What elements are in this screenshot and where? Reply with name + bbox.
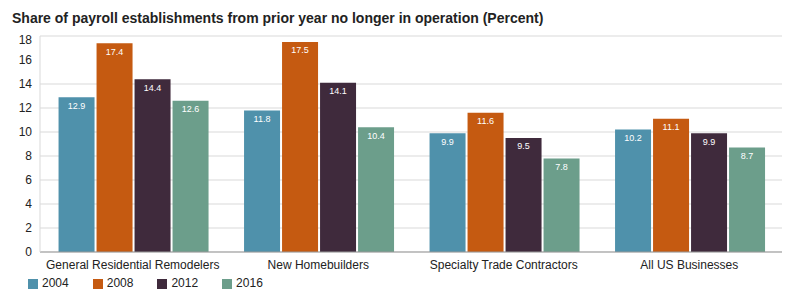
svg-text:2: 2 — [25, 221, 32, 235]
html-text:2008: 2008 — [106, 276, 134, 290]
svg-text:All US Businesses: All US Businesses — [640, 258, 738, 272]
svg-text:12: 12 — [19, 101, 33, 115]
svg-text:10.4: 10.4 — [367, 131, 385, 141]
svg-text:6: 6 — [25, 173, 32, 187]
svg-text:9.9: 9.9 — [441, 137, 454, 147]
svg-text:14.4: 14.4 — [144, 83, 162, 93]
svg-text:11.8: 11.8 — [254, 114, 271, 124]
svg-text:0: 0 — [25, 245, 32, 259]
svg-text:10.2: 10.2 — [624, 133, 642, 143]
svg-text:11.1: 11.1 — [663, 122, 680, 132]
html-text:2004: 2004 — [42, 276, 69, 290]
svg-text:14: 14 — [19, 77, 33, 91]
html-text:2012: 2012 — [171, 276, 199, 290]
svg-text:9.5: 9.5 — [517, 141, 530, 151]
svg-text:17.4: 17.4 — [106, 47, 124, 57]
svg-text:12.6: 12.6 — [182, 104, 200, 114]
svg-text:10: 10 — [19, 125, 33, 139]
svg-text:9.9: 9.9 — [703, 137, 716, 147]
svg-text:General Residential Remodelers: General Residential Remodelers — [46, 258, 219, 272]
svg-text:8: 8 — [25, 149, 32, 163]
html-text:2016: 2016 — [236, 276, 263, 290]
svg-text:11.6: 11.6 — [477, 116, 494, 126]
svg-text:16: 16 — [19, 53, 33, 67]
svg-text:17.5: 17.5 — [291, 45, 309, 55]
svg-text:12.9: 12.9 — [68, 101, 86, 111]
svg-text:14.1: 14.1 — [329, 86, 347, 96]
html-text:Share of payroll establishment: Share of payroll establishments from pri… — [12, 10, 544, 26]
svg-text:4: 4 — [25, 197, 32, 211]
svg-text:7.8: 7.8 — [555, 162, 568, 172]
svg-text:New Homebuilders: New Homebuilders — [268, 258, 369, 272]
svg-text:8.7: 8.7 — [741, 151, 754, 161]
svg-text:18: 18 — [19, 33, 33, 47]
svg-text:Specialty Trade Contractors: Specialty Trade Contractors — [430, 258, 578, 272]
